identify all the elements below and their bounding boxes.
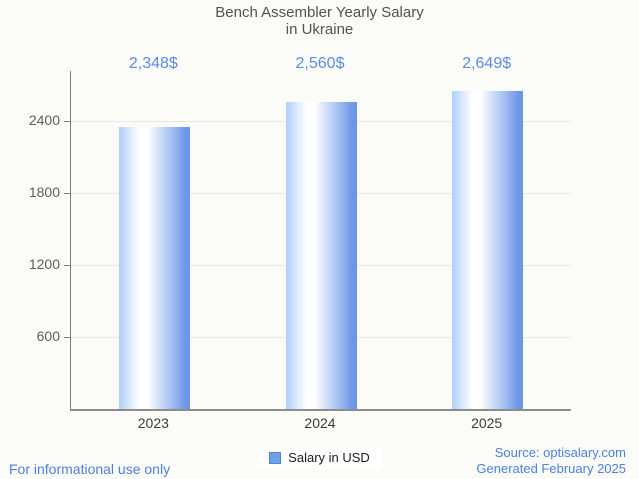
legend: Salary in USD (0, 447, 639, 469)
plot-area (70, 71, 571, 411)
x-tick-label: 2024 (304, 415, 336, 431)
bar-2025[interactable] (452, 91, 524, 409)
y-tick-label: 1200 (28, 256, 60, 273)
disclaimer-text: For informational use only (9, 461, 171, 477)
y-tick-label: 600 (36, 328, 60, 344)
y-tick-label: 2400 (28, 112, 60, 129)
y-tick-label: 1800 (28, 184, 60, 201)
x-tick-label: 2025 (471, 415, 503, 431)
bar-value-label: 2,348$ (128, 55, 178, 72)
bar-value-label-row: 2,348$ 2,560$ 2,649$ (70, 55, 570, 75)
x-tick-label: 2023 (137, 415, 169, 431)
bar-value-label: 2,649$ (462, 55, 512, 72)
legend-swatch-icon (269, 451, 282, 464)
legend-label: Salary in USD (288, 450, 370, 465)
generated-date: Generated February 2025 (476, 461, 626, 476)
source-link[interactable]: Source: optisalary.com (494, 445, 626, 460)
legend-item-salary[interactable]: Salary in USD (257, 447, 382, 469)
bar-value-label: 2,560$ (295, 55, 345, 72)
source-info: Source: optisalary.com Generated Februar… (476, 445, 626, 477)
chart-title: Bench Assembler Yearly Salary in Ukraine (215, 4, 424, 38)
bar-2023[interactable] (118, 127, 190, 409)
bar-2024[interactable] (285, 101, 357, 409)
x-axis-labels: 2023 2024 2025 (70, 415, 570, 433)
